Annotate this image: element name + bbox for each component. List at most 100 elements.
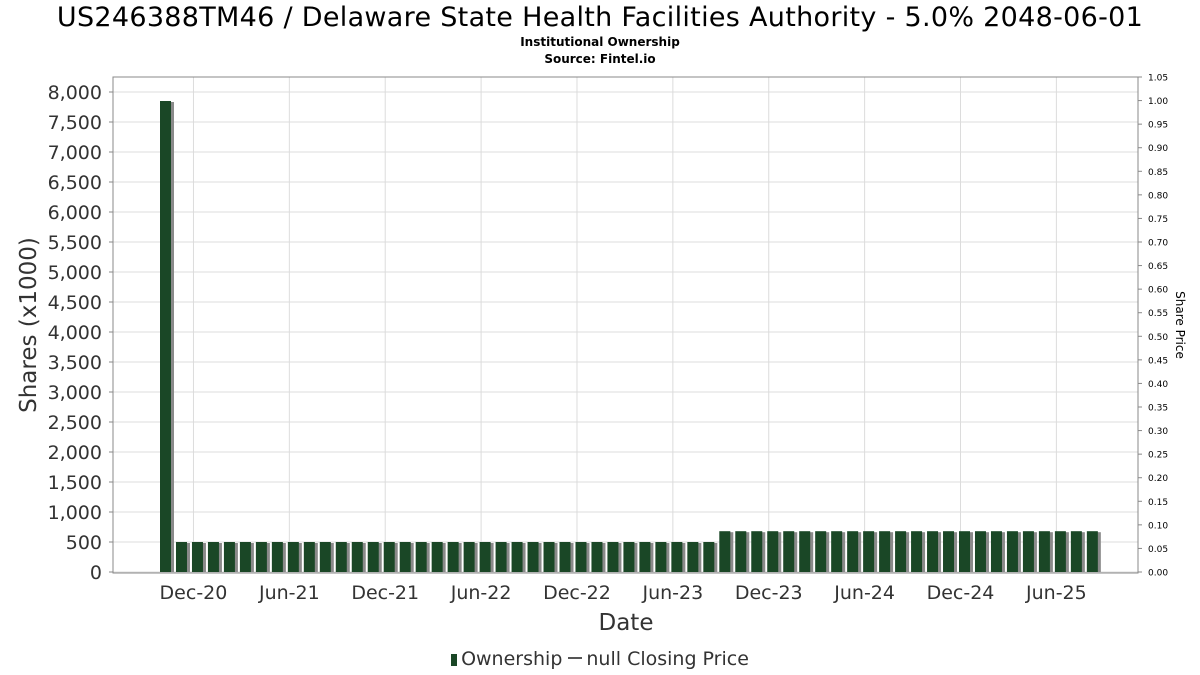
ownership-bar [591,542,603,572]
y2-tick-label: 0.25 [1148,451,1168,461]
y2-tick-label: 0.20 [1148,474,1168,484]
y2-axis-title: Share Price [1173,291,1187,359]
ownership-bar [511,542,523,572]
x-tick-label: Dec-21 [351,582,419,604]
ownership-bar [447,542,459,572]
ownership-bar [623,542,635,572]
ownership-bar [719,531,731,572]
x-tick-label: Dec-20 [160,582,228,604]
ownership-bar [463,542,475,572]
ownership-bar [431,542,443,572]
ownership-bar [223,542,235,572]
y2-tick-label: 0.80 [1148,191,1168,201]
ownership-bar [399,542,411,572]
ownership-bar [543,542,555,572]
y2-tick-label: 0.90 [1148,144,1168,154]
price-legend-line [568,657,583,659]
ownership-bar [527,542,539,572]
y2-tick-label: 0.15 [1148,498,1168,508]
x-tick-label: Jun-23 [641,582,703,604]
x-tick-label: Jun-24 [833,582,895,604]
y-tick-label: 3,000 [48,382,102,404]
y2-tick-label: 0.65 [1148,262,1168,272]
ownership-bar [479,542,491,572]
y-tick-label: 1,500 [48,472,102,494]
y2-tick-label: 0.00 [1148,569,1168,579]
y-tick-label: 3,500 [48,352,102,374]
ownership-bar [799,531,811,572]
ownership-bar [911,531,923,572]
ownership-bar [271,542,283,572]
y-tick-label: 6,500 [48,172,102,194]
y-tick-label: 8,000 [48,82,102,104]
ownership-legend-swatch [451,654,458,666]
y-tick-label: 4,500 [48,292,102,314]
y-tick-label: 7,500 [48,112,102,134]
y2-tick-label: 0.75 [1148,215,1168,225]
y2-tick-label: 0.55 [1148,309,1168,319]
x-tick-label: Dec-22 [543,582,611,604]
ownership-bar [815,531,827,572]
chart-source: Source: Fintel.io [544,52,656,66]
y-tick-label: 7,000 [48,142,102,164]
plot-area [113,77,1138,573]
legend: Ownership null Closing Price [0,648,1200,670]
x-tick-label: Jun-22 [450,582,512,604]
y2-tick-label: 0.05 [1148,545,1168,555]
ownership-bar [687,542,699,572]
ownership-bar [863,531,875,572]
ownership-bar [607,542,619,572]
y-tick-label: 0 [90,562,102,584]
ownership-bar [559,542,571,572]
y-tick-label: 5,000 [48,262,102,284]
y-tick-label: 4,000 [48,322,102,344]
ownership-bar [655,542,667,572]
ownership-bar [831,531,843,572]
y2-tick-label: 0.45 [1148,356,1168,366]
ownership-bar [191,542,203,572]
ownership-bar [927,531,939,572]
y-tick-label: 6,000 [48,202,102,224]
ownership-bar [575,542,587,572]
chart-subtitle: Institutional Ownership [520,35,680,49]
plot-frame [112,76,1139,574]
y2-tick-label: 1.00 [1148,97,1168,107]
ownership-legend-label: Ownership [461,648,563,670]
ownership-bar [751,531,763,572]
price-legend-label: null Closing Price [586,648,749,670]
ownership-bar [959,531,970,572]
y-axis-title: Shares (x1000) [16,237,42,413]
ownership-bar [783,531,795,572]
y-tick-label: 500 [66,532,102,554]
ownership-bar [367,542,379,572]
ownership-bar [160,101,171,572]
x-tick-label: Jun-25 [1025,582,1087,604]
ownership-bar [895,531,907,572]
y2-tick-label: 0.85 [1148,168,1168,178]
x-tick-label: Jun-21 [258,582,320,604]
ownership-bar [319,542,331,572]
ownership-bar [703,542,715,572]
ownership-bar [175,542,187,572]
ownership-bar [239,542,251,572]
ownership-bar [287,542,299,572]
ownership-bar [207,542,219,572]
y2-tick-label: 1.05 [1148,74,1168,84]
ownership-bar [495,542,507,572]
ownership-bar [1054,531,1066,572]
y2-tick-label: 0.95 [1148,121,1168,131]
y-tick-label: 2,500 [48,412,102,434]
y-tick-label: 1,000 [48,502,102,524]
y2-tick-label: 0.60 [1148,286,1168,296]
ownership-bar [335,542,347,572]
y2-tick-label: 0.40 [1148,380,1168,390]
y2-tick-label: 0.10 [1148,521,1168,531]
ownership-bar [303,542,315,572]
ownership-bar [1086,531,1098,572]
ownership-bar [990,531,1002,572]
y2-tick-label: 0.70 [1148,239,1168,249]
ownership-bar [1070,531,1082,572]
ownership-bar [1038,531,1050,572]
chart-title: US246388TM46 / Delaware State Health Fac… [56,2,1144,33]
